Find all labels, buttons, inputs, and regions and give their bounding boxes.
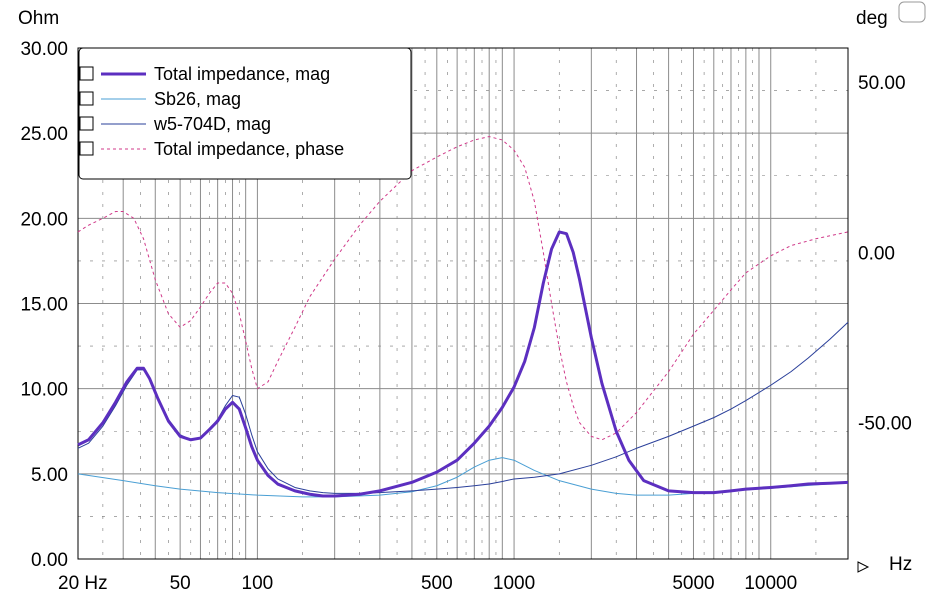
legend-label: Total impedance, mag xyxy=(154,64,330,84)
plot-frame xyxy=(77,47,849,560)
x-axis-unit: Hz xyxy=(889,554,912,575)
series-line-1 xyxy=(77,457,849,498)
x-tick-label: 100 xyxy=(242,573,274,594)
y-tick-label-right: 0.00 xyxy=(858,243,895,264)
x-tick-label: 1000 xyxy=(493,573,535,594)
y-tick-label-right: -50.00 xyxy=(858,414,912,435)
x-axis-arrow-icon[interactable] xyxy=(857,561,870,573)
y-tick-label-left: 0.00 xyxy=(31,550,68,571)
right-axis-labels: 50.00 0.00 -50.00 xyxy=(858,73,912,435)
left-axis-labels: 0.00 5.00 10.00 15.00 20.00 25.00 30.00 xyxy=(20,39,68,571)
legend-box xyxy=(78,47,412,180)
legend: Total impedance, mag Sb26, mag w5-704D, ma… xyxy=(78,47,412,180)
x-tick-label: 10000 xyxy=(744,573,797,594)
left-axis-unit: Ohm xyxy=(18,8,59,29)
series-line-2 xyxy=(77,321,849,494)
x-tick-label: 50 xyxy=(170,573,191,594)
y-tick-label-left: 30.00 xyxy=(20,39,68,60)
y-tick-label-right: 50.00 xyxy=(858,73,906,94)
y-tick-label-left: 25.00 xyxy=(20,124,68,145)
series-line-3 xyxy=(77,136,849,441)
y-tick-label-left: 20.00 xyxy=(20,209,68,230)
legend-checkbox[interactable] xyxy=(79,116,94,131)
y-tick-label-left: 15.00 xyxy=(20,295,68,316)
legend-checkbox[interactable] xyxy=(79,66,94,81)
series-layer xyxy=(77,136,849,498)
legend-label: Sb26, mag xyxy=(154,89,241,109)
x-axis-labels: 20 Hz 50 100 500 1000 5000 10000 xyxy=(58,573,797,594)
y-tick-label-left: 10.00 xyxy=(20,380,68,401)
x-tick-label: 5000 xyxy=(672,573,714,594)
right-axis-unit: deg xyxy=(856,8,888,29)
legend-label: Total impedance, phase xyxy=(154,139,344,159)
x-tick-label: 500 xyxy=(421,573,453,594)
series-line-0 xyxy=(77,230,849,498)
legend-checkbox[interactable] xyxy=(79,91,94,106)
corner-toggle-button[interactable] xyxy=(898,1,926,23)
legend-checkbox[interactable] xyxy=(79,141,94,156)
legend-label: w5-704D, mag xyxy=(153,114,271,134)
y-tick-label-left: 5.00 xyxy=(31,465,68,486)
x-tick-label: 20 Hz xyxy=(58,573,108,594)
